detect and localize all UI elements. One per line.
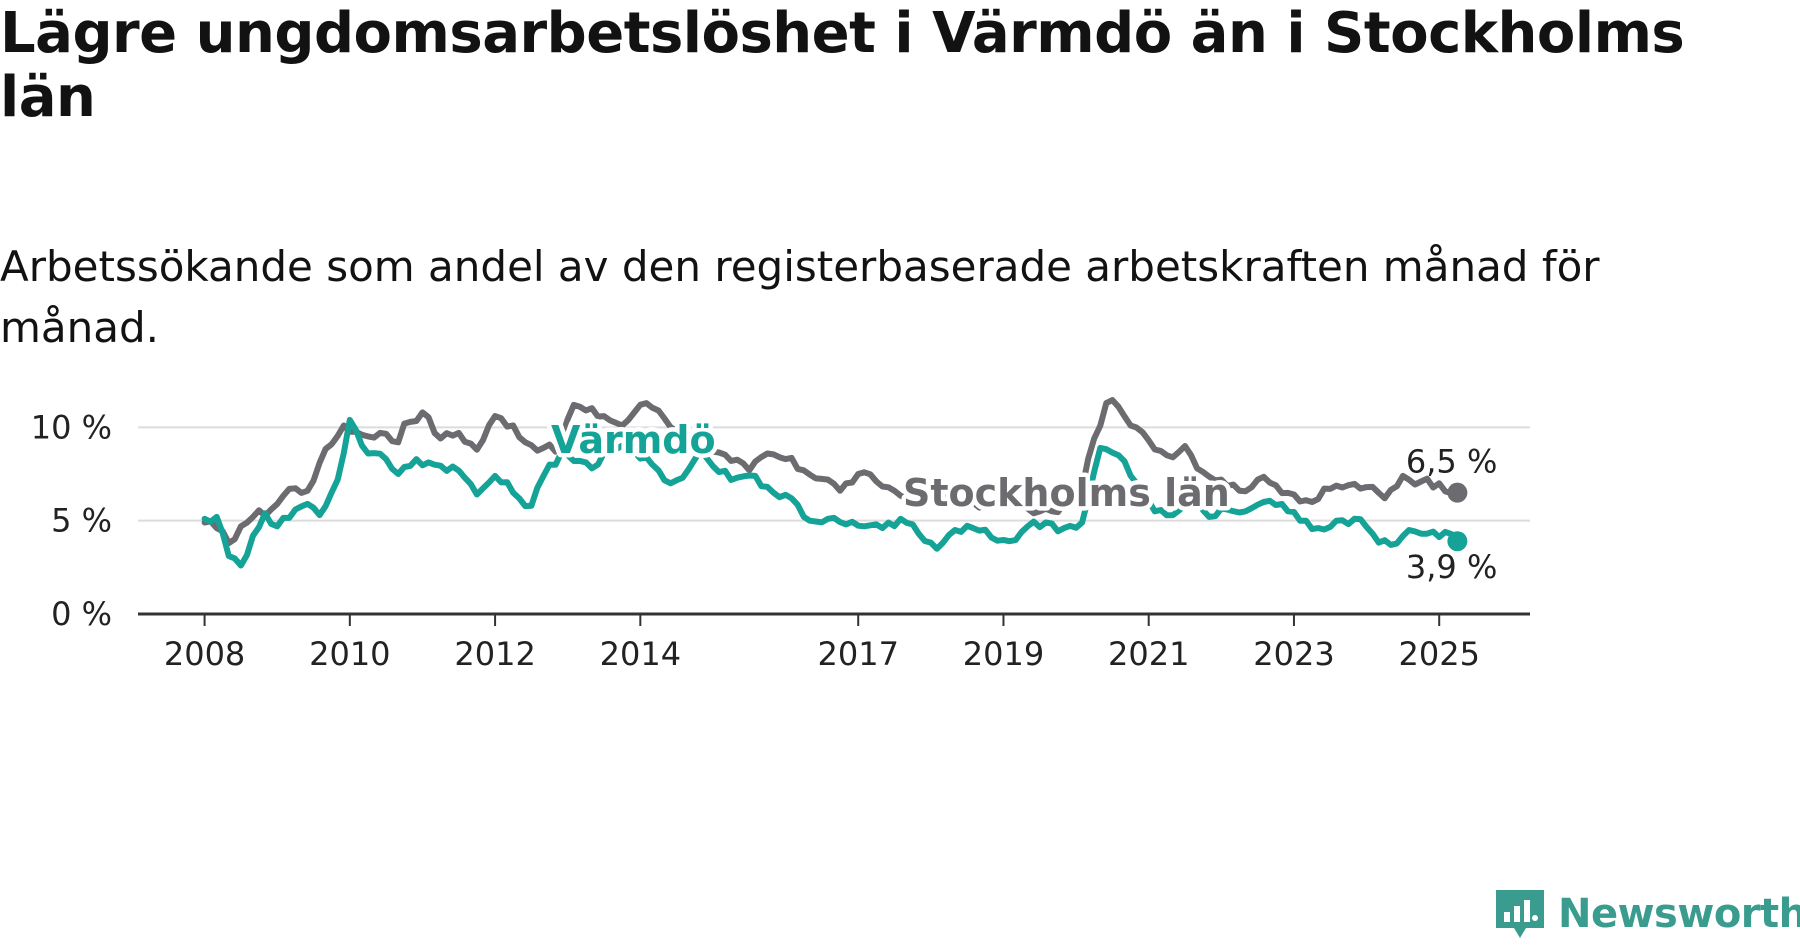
y-tick-label: 5 % — [51, 502, 112, 540]
x-tick-label: 2014 — [600, 635, 681, 673]
y-tick-label: 0 % — [51, 595, 112, 633]
end-point — [1447, 531, 1468, 552]
newsworthy-logo-icon — [1496, 890, 1544, 938]
x-tick-label: 2008 — [164, 635, 245, 673]
x-tick-label: 2017 — [817, 635, 898, 673]
chart-subtitle: Arbetssökande som andel av den registerb… — [0, 242, 1600, 352]
series-line-stockholms-lan — [201, 397, 1461, 547]
x-tick-label: 2010 — [309, 635, 390, 673]
x-tick-label: 2021 — [1108, 635, 1189, 673]
series-name-label: Stockholms län — [903, 471, 1230, 515]
x-tick-label: 2025 — [1398, 635, 1479, 673]
y-axis-ticks: 0 % 5 % 10 % — [31, 408, 112, 633]
series-line-varmdo — [201, 416, 1461, 569]
chart-title: Lägre ungdomsarbetslöshet i Värmdö än i … — [0, 1, 1685, 130]
end-value-label: 6,5 % — [1406, 443, 1497, 481]
brand-name: Newsworthy — [1558, 891, 1800, 937]
series-lines — [201, 397, 1468, 569]
y-tick-label: 10 % — [31, 408, 112, 446]
x-axis: 2008 2010 2012 2014 2017 2019 2021 2023 2025 — [138, 612, 1530, 673]
end-point — [1447, 482, 1468, 503]
series-labels: 6,5 % 3,9 % Stockholms län Värmdö — [547, 414, 1498, 587]
x-tick-label: 2019 — [963, 635, 1044, 673]
x-tick-label: 2023 — [1253, 635, 1334, 673]
newsworthy-brand: Newsworthy — [1494, 888, 1800, 940]
series-name-label: Värmdö — [551, 418, 716, 462]
x-tick-label: 2012 — [454, 635, 535, 673]
end-value-label: 3,9 % — [1406, 548, 1497, 586]
